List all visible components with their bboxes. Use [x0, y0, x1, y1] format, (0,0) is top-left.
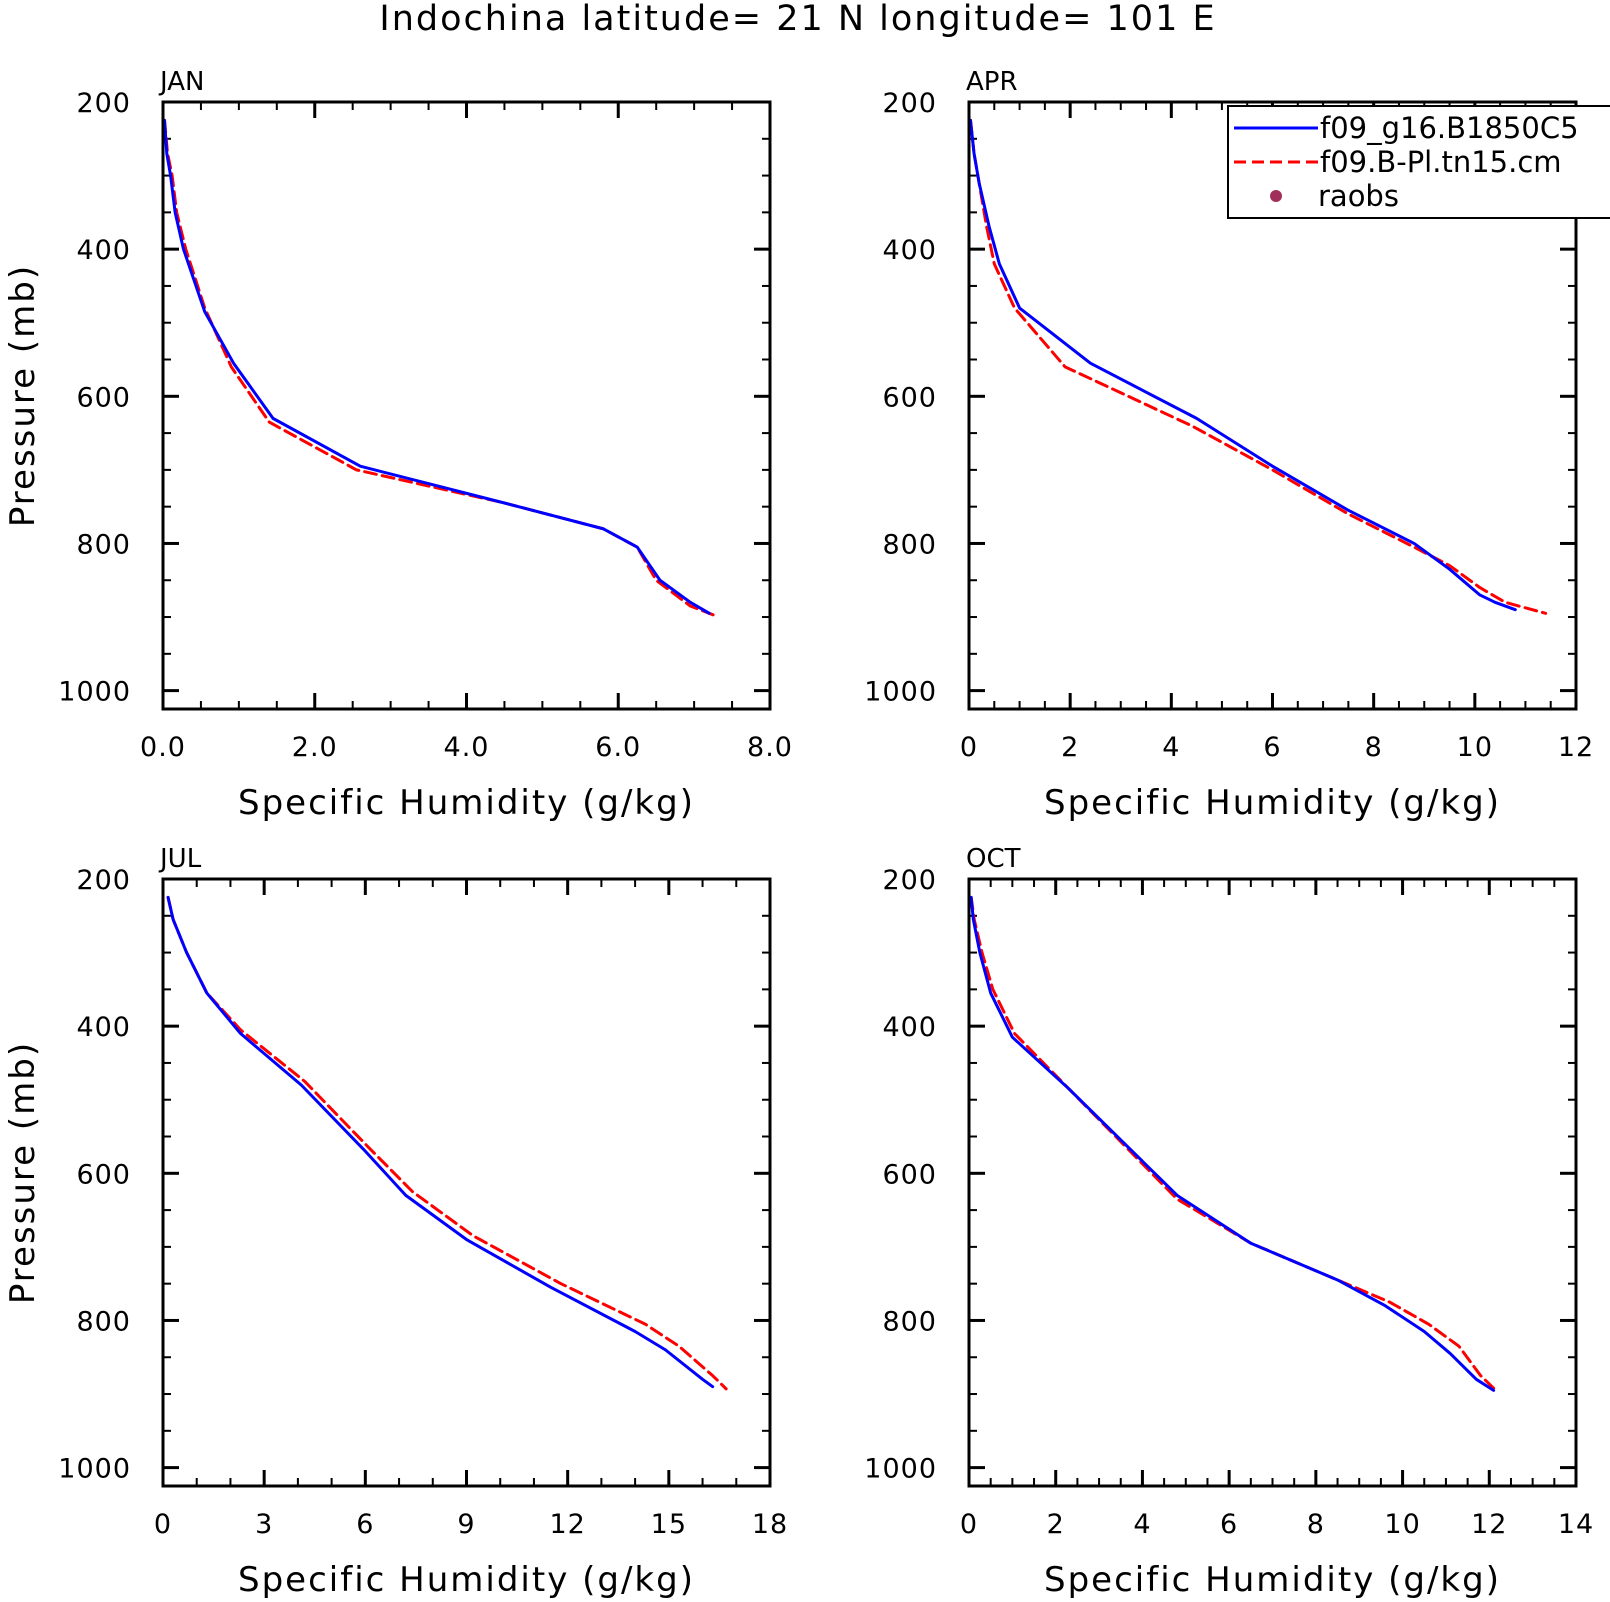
oct-y-tick-label: 400 [882, 1012, 937, 1043]
oct-x-tick-label: 8 [1307, 1509, 1325, 1540]
apr-y-tick-label: 600 [882, 382, 937, 413]
jan-x-axis-label: Specific Humidity (g/kg) [238, 783, 695, 823]
oct-major-ticks [967, 877, 1578, 1486]
jan-series [163, 118, 715, 617]
apr-x-tick-label: 0 [960, 732, 978, 763]
oct-minor-ticks [968, 878, 1577, 1486]
jul-x-axis-label: Specific Humidity (g/kg) [238, 1560, 695, 1600]
jan-y-tick-label: 400 [76, 235, 131, 266]
oct-x-tick-label: 12 [1471, 1509, 1507, 1540]
jan-x-tick-label: 8.0 [747, 732, 793, 763]
jul-series-model-2-line [166, 895, 728, 1391]
apr-tick-labels: 0 2 4 6 8 10 12 200 400 600 800 1000 [864, 88, 1594, 763]
jan-y-tick-label: 600 [76, 382, 131, 413]
legend-label-model-1: f09_g16.B1850C5 [1320, 111, 1579, 145]
jul-major-ticks [161, 877, 772, 1486]
jan-panel-title: JAN [158, 67, 204, 97]
jul-y-axis-label: Pressure (mb) [3, 1041, 43, 1304]
apr-y-tick-label: 400 [882, 235, 937, 266]
jul-x-tick-label: 15 [651, 1509, 687, 1540]
oct-x-tick-label: 14 [1558, 1509, 1594, 1540]
jan-minor-ticks [162, 101, 771, 709]
jul-series [166, 895, 728, 1391]
jul-x-tick-label: 18 [752, 1509, 788, 1540]
apr-y-tick-label: 800 [882, 529, 937, 560]
apr-y-tick-label: 1000 [864, 677, 937, 708]
jul-x-tick-label: 6 [356, 1509, 374, 1540]
jul-minor-ticks [162, 878, 771, 1486]
oct-series [969, 895, 1496, 1392]
jul-y-tick-label: 800 [76, 1306, 131, 1337]
oct-y-tick-label: 600 [882, 1159, 937, 1190]
apr-series [969, 118, 1548, 615]
apr-x-tick-label: 12 [1558, 732, 1594, 763]
legend: f09_g16.B1850C5 f09.B-Pl.tn15.cm raobs [1227, 105, 1610, 219]
panel-jul: 0 3 6 9 12 15 18 200 400 600 800 1000 JUL Specific … [3, 844, 788, 1600]
legend-marker-raobs [1270, 190, 1282, 202]
jul-x-tick-label: 0 [154, 1509, 172, 1540]
panel-oct: 0 2 4 6 8 10 12 14 200 400 600 800 1000 OCT Specific… [864, 844, 1594, 1600]
oct-series-model-2-line [969, 895, 1496, 1390]
jul-y-tick-label: 400 [76, 1012, 131, 1043]
jan-y-tick-label: 800 [76, 529, 131, 560]
jul-x-tick-label: 12 [549, 1509, 585, 1540]
oct-x-tick-label: 2 [1047, 1509, 1065, 1540]
apr-plot-frame [967, 100, 1578, 711]
oct-y-tick-label: 800 [882, 1306, 937, 1337]
oct-x-tick-label: 0 [960, 1509, 978, 1540]
jan-x-tick-label: 4.0 [444, 732, 490, 763]
oct-x-axis-label: Specific Humidity (g/kg) [1044, 1560, 1501, 1600]
oct-x-tick-label: 10 [1384, 1509, 1420, 1540]
apr-x-tick-label: 2 [1061, 732, 1079, 763]
jul-series-model-1-line [166, 895, 715, 1389]
jul-y-tick-label: 1000 [58, 1454, 131, 1485]
jul-x-tick-label: 9 [457, 1509, 475, 1540]
jan-y-tick-label: 200 [76, 88, 131, 119]
oct-y-tick-label: 200 [882, 865, 937, 896]
apr-x-tick-label: 10 [1457, 732, 1493, 763]
jan-y-tick-label: 1000 [58, 677, 131, 708]
oct-x-tick-label: 6 [1220, 1509, 1238, 1540]
oct-x-tick-label: 4 [1133, 1509, 1151, 1540]
jul-x-tick-label: 3 [255, 1509, 273, 1540]
apr-panel-title: APR [966, 67, 1018, 97]
jan-series-model-1-line [163, 118, 711, 615]
jul-tick-labels: 0 3 6 9 12 15 18 200 400 600 800 1000 [58, 865, 788, 1540]
jan-x-tick-label: 6.0 [595, 732, 641, 763]
jan-major-ticks [161, 100, 772, 709]
jul-y-tick-label: 600 [76, 1159, 131, 1190]
jul-panel-title: JUL [158, 844, 202, 874]
jan-y-axis-label: Pressure (mb) [3, 264, 43, 527]
oct-series-model-1-line [969, 895, 1496, 1392]
apr-x-tick-label: 8 [1365, 732, 1383, 763]
jan-x-tick-label: 2.0 [292, 732, 338, 763]
jan-tick-labels: 0.0 2.0 4.0 6.0 8.0 200 400 600 800 1000 [58, 88, 793, 763]
oct-tick-labels: 0 2 4 6 8 10 12 14 200 400 600 800 1000 [864, 865, 1594, 1540]
jul-y-tick-label: 200 [76, 865, 131, 896]
jan-x-tick-label: 0.0 [140, 732, 186, 763]
jan-series-model-2-line [163, 118, 715, 617]
jul-plot-frame [161, 877, 772, 1488]
apr-x-tick-label: 6 [1263, 732, 1281, 763]
jan-plot-frame [161, 100, 772, 711]
oct-panel-title: OCT [966, 844, 1021, 874]
apr-y-tick-label: 200 [882, 88, 937, 119]
panel-jan: 0.0 2.0 4.0 6.0 8.0 200 400 600 800 1000 JAN Spec… [3, 67, 793, 823]
apr-x-axis-label: Specific Humidity (g/kg) [1044, 783, 1501, 823]
legend-label-model-2: f09.B-Pl.tn15.cm [1320, 145, 1562, 179]
figure-title: Indochina latitude= 21 N longitude= 101 … [379, 0, 1216, 39]
oct-y-tick-label: 1000 [864, 1454, 937, 1485]
apr-x-tick-label: 4 [1162, 732, 1180, 763]
legend-label-raobs: raobs [1318, 179, 1399, 213]
oct-plot-frame [967, 877, 1578, 1488]
apr-series-model-1-line [969, 118, 1517, 612]
